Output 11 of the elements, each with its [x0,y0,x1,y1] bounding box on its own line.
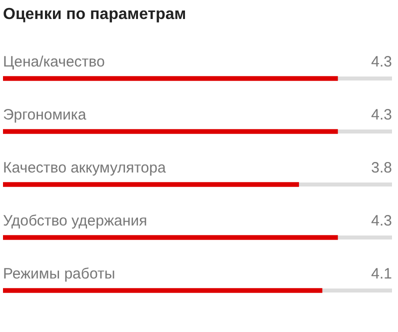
data-label: 4.3 [371,212,392,230]
data-label: 4.1 [371,266,392,282]
chart-title: Оценки по параметрам [3,6,186,24]
y-tick-label: Качество аккумулятора [3,160,166,176]
data-label: 3.8 [371,160,392,176]
y-tick-label: Цена/качество [3,54,105,70]
data-label: 4.3 [371,54,392,70]
data-label: 4.3 [371,106,392,124]
y-tick-label: Эргономика [3,106,87,124]
y-tick-label: Режимы работы [3,266,116,282]
y-tick-label: Удобство удержания [3,212,148,230]
